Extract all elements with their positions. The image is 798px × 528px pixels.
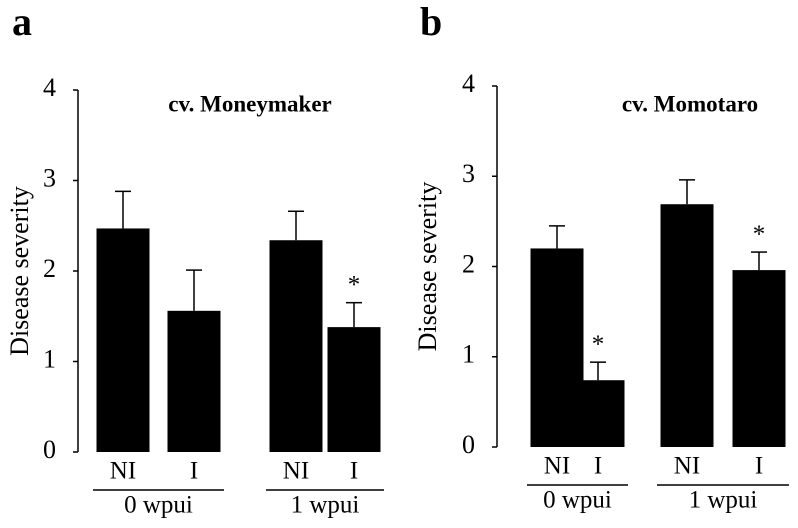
y-tick-label: 3 [462,159,475,188]
chart-title: cv. Moneymaker [168,91,332,116]
x-tick-label: I [350,458,358,485]
y-tick-label: 3 [43,163,56,192]
bar [167,310,221,452]
y-tick-label: 4 [43,73,56,102]
significance-mark: * [753,221,766,248]
y-tick-label: 1 [43,344,56,373]
bar [571,380,625,447]
y-axis-label: Disease severity [413,182,442,352]
y-tick-label: 0 [43,435,56,464]
bar [327,327,381,452]
y-tick-label: 1 [462,340,475,369]
y-tick-label: 2 [462,249,475,278]
x-tick-label: I [755,453,763,480]
significance-mark: * [592,331,605,358]
y-tick-label: 2 [43,254,56,283]
x-tick-label: NI [110,458,136,485]
group-label: 1 wpui [291,492,360,519]
panel-label: b [420,0,442,44]
bar [96,228,150,452]
x-tick-label: I [594,453,602,480]
bar [269,240,323,452]
y-axis-label: Disease severity [5,186,34,356]
x-tick-label: NI [544,453,570,480]
group-label: 0 wpui [543,487,612,514]
x-tick-label: NI [283,458,309,485]
group-label: 1 wpui [689,487,758,514]
bar [732,270,786,447]
y-tick-label: 4 [462,69,475,98]
significance-mark: * [348,271,361,298]
y-tick-label: 0 [462,430,475,459]
chart-title: cv. Momotaro [622,91,758,116]
x-tick-label: I [190,458,198,485]
panel-label: a [12,0,32,44]
x-tick-label: NI [674,453,700,480]
bar [660,204,714,447]
group-label: 0 wpui [124,492,193,519]
